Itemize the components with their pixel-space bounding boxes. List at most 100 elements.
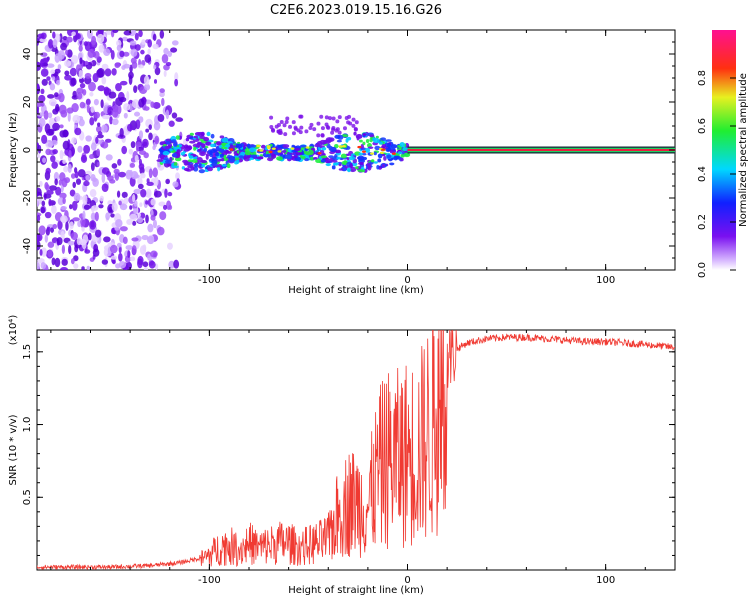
signal-blob (321, 146, 327, 151)
noise-blob (163, 70, 167, 78)
noise-blob (101, 76, 107, 85)
noise-blob (116, 242, 122, 248)
noise-blob (74, 127, 82, 136)
noise-blob (38, 225, 46, 236)
noise-blob (59, 124, 64, 129)
noise-blob (121, 36, 129, 42)
signal-blob (183, 147, 190, 152)
x-tick-label: 100 (596, 575, 615, 586)
noise-blob (127, 123, 133, 132)
signal-blob (378, 141, 383, 145)
noise-blob (37, 83, 40, 92)
noise-blob (77, 169, 86, 178)
signal-blob (381, 143, 387, 149)
noise-blob (81, 239, 87, 250)
noise-blob (134, 154, 139, 163)
noise-blob (48, 38, 54, 49)
signal-blob (400, 154, 405, 158)
signal-blob (315, 158, 322, 164)
noise-blob (79, 101, 86, 109)
noise-blob (89, 91, 94, 97)
noise-blob (141, 39, 146, 45)
noise-blob (161, 97, 165, 107)
noise-blob (37, 240, 41, 251)
signal-blob (325, 137, 333, 143)
noise-blob (83, 204, 91, 210)
signal-blob (343, 160, 348, 165)
noise-blob (44, 181, 49, 190)
noise-blob (170, 47, 178, 53)
signal-hotspot (381, 148, 386, 151)
noise-blob (153, 79, 158, 84)
noise-blob (38, 117, 46, 127)
signal-blob (198, 169, 206, 174)
signal-blob (247, 143, 251, 149)
signal-hotspot (391, 152, 396, 155)
signal-blob (340, 153, 347, 159)
signal-blob (299, 144, 307, 148)
noise-blob (154, 263, 159, 270)
signal-blob (338, 168, 344, 171)
signal-blob (176, 149, 181, 155)
noise-blob (101, 167, 110, 175)
signal-blob (197, 148, 202, 152)
signal-blob (333, 162, 338, 166)
noise-blob (167, 191, 173, 197)
noise-blob (40, 68, 49, 77)
signal-blob (285, 116, 290, 121)
noise-blob (129, 162, 136, 168)
noise-blob (123, 30, 132, 36)
noise-blob (152, 101, 161, 109)
colorbar-tick-label: 0.4 (697, 166, 708, 182)
noise-blob (96, 33, 105, 44)
noise-blob (175, 172, 180, 180)
noise-blob (86, 30, 93, 39)
noise-blob (63, 165, 69, 173)
signal-blob (200, 143, 206, 149)
colorbar-tick-label: 0.2 (697, 214, 708, 230)
noise-blob (50, 155, 56, 163)
noise-blob (69, 189, 76, 197)
noise-blob (156, 226, 165, 236)
noise-blob (129, 256, 136, 262)
noise-blob (70, 173, 76, 179)
signal-blob (266, 153, 272, 158)
noise-blob (171, 40, 179, 46)
noise-blob (47, 142, 54, 148)
signal-blob (216, 141, 222, 146)
noise-blob (152, 145, 156, 151)
noise-blob (98, 204, 104, 209)
signal-blob (282, 150, 287, 153)
noise-blob (76, 92, 83, 100)
noise-blob (72, 114, 81, 124)
noise-blob (55, 115, 61, 122)
noise-blob (59, 192, 67, 199)
signal-blob (249, 147, 256, 153)
noise-blob (89, 153, 95, 160)
signal-blob (386, 154, 392, 159)
signal-blob (298, 114, 303, 119)
signal-hotspot (268, 150, 273, 154)
signal-blob (210, 163, 218, 167)
noise-blob (43, 110, 49, 120)
noise-blob (168, 260, 175, 269)
signal-blob (173, 161, 178, 167)
signal-blob (351, 123, 356, 128)
noise-blob (154, 135, 160, 145)
signal-blob (369, 134, 375, 138)
noise-blob (171, 112, 178, 119)
noise-blob (51, 161, 58, 169)
noise-blob (37, 214, 41, 222)
signal-hotspot (290, 147, 295, 150)
signal-blob (374, 145, 381, 151)
signal-blob (361, 153, 367, 156)
signal-blob (296, 128, 301, 133)
noise-blob (137, 217, 144, 224)
noise-blob (46, 63, 55, 68)
noise-blob (54, 92, 59, 98)
signal-blob (362, 133, 367, 136)
noise-blob (97, 85, 105, 92)
signal-hotspot (379, 151, 384, 154)
y-tick-label: 1.5 (22, 344, 33, 360)
